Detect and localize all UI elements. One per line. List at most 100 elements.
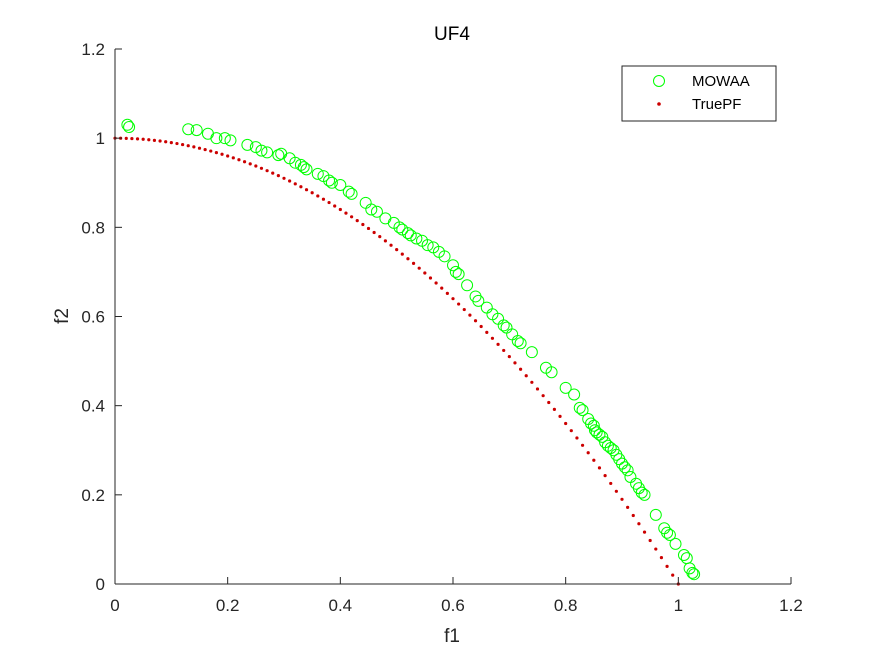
truepf-point [135, 137, 140, 141]
legend-label-truepf: TruePF [692, 96, 741, 113]
y-tick-label: 1.2 [81, 40, 105, 59]
truepf-point [147, 138, 151, 142]
truepf-point [242, 160, 247, 164]
mowaa-point [669, 537, 682, 550]
truepf-point [490, 336, 495, 340]
truepf-point [361, 222, 365, 227]
mowaa-point [121, 118, 134, 131]
truepf-point [265, 169, 269, 173]
truepf-point [609, 481, 613, 486]
truepf-point [203, 147, 207, 152]
truepf-point [389, 243, 393, 247]
truepf-point [535, 387, 540, 391]
mowaa-point [261, 146, 274, 159]
x-tick-label: 1 [674, 596, 683, 615]
truepf-point [186, 144, 190, 148]
x-tick-label: 0 [110, 596, 119, 615]
mowaa-point [663, 528, 676, 541]
truepf-point [457, 302, 461, 306]
legend-label-mowaa: MOWAA [692, 73, 750, 90]
truepf-point [603, 474, 607, 478]
truepf-point [293, 182, 297, 186]
truepf-point [569, 429, 573, 433]
truepf-point [519, 367, 523, 371]
truepf-point [130, 136, 134, 141]
truepf-point [152, 138, 157, 142]
mowaa-point [514, 337, 527, 350]
truepf-point [626, 505, 630, 509]
y-tick-label: 0.8 [81, 218, 105, 237]
truepf-point [473, 319, 478, 323]
y-tick-label: 1 [96, 129, 105, 148]
truepf-point [192, 145, 196, 149]
truepf-point [338, 207, 342, 212]
truepf-point [614, 489, 618, 493]
truepf-point [659, 556, 664, 560]
truepf-point [141, 137, 145, 141]
truepf-point [220, 152, 224, 156]
axes: 0 0.2 0.4 0.6 0.8 1 1.2 0 0.2 0.4 0.6 0.8 1 1.2 [81, 40, 802, 615]
truepf-point [462, 307, 466, 312]
mowaa-point [325, 176, 338, 189]
truepf-point [304, 188, 309, 192]
mowaa-point [661, 526, 674, 539]
mowaa-point [593, 428, 606, 441]
truepf-point [597, 466, 602, 470]
mowaa-point [365, 203, 378, 216]
legend-marker-truepf [657, 102, 661, 106]
truepf-point [164, 140, 168, 144]
x-tick-label: 0.4 [329, 596, 353, 615]
truepf-point [406, 257, 410, 261]
mowaa-point [568, 388, 581, 401]
mowaa-point [345, 187, 358, 200]
mowaa-point [404, 229, 417, 242]
mowaa-point [300, 163, 313, 176]
mowaa-point [511, 335, 524, 348]
truepf-point [552, 407, 557, 412]
mowaa-point [677, 549, 690, 562]
truepf-point [541, 394, 545, 398]
x-tick-label: 0.8 [554, 596, 578, 615]
truepf-point [530, 380, 534, 384]
truepf-point [276, 174, 280, 178]
truepf-point [169, 141, 173, 145]
mowaa-point [323, 174, 336, 187]
mowaa-point [370, 205, 383, 218]
truepf-point [181, 142, 185, 147]
truepf-point [642, 530, 647, 534]
mowaa-point [649, 508, 662, 521]
y-tick-label: 0 [96, 575, 105, 594]
y-axis-label: f2 [52, 308, 73, 324]
truepf-point [580, 443, 585, 447]
mowaa-point [618, 461, 631, 474]
truepf-point [502, 348, 506, 353]
truepf-point [417, 266, 421, 270]
mowaa-point [621, 464, 634, 477]
mowaa-point [585, 417, 598, 430]
truepf-point [665, 564, 669, 568]
truepf-point [428, 276, 433, 280]
truepf-point [434, 281, 438, 285]
truepf-point [299, 185, 303, 189]
mowaa-point [401, 227, 414, 240]
truepf-point [254, 164, 258, 168]
x-tick-label: 0.6 [441, 596, 465, 615]
truepf-point [631, 513, 635, 518]
mowaa-point [472, 294, 485, 307]
truepf-point [671, 573, 675, 577]
truepf-point [372, 230, 376, 235]
truepf-point [259, 166, 264, 170]
truepf-point [355, 219, 359, 223]
truepf-point [411, 261, 416, 266]
mowaa-point [297, 161, 310, 174]
truepf-point [333, 204, 337, 208]
truepf-point [327, 200, 331, 205]
mowaa-point [638, 488, 651, 501]
mowaa-point [334, 178, 347, 191]
truepf-point [271, 171, 275, 175]
truepf-point [288, 179, 292, 183]
legend-marker-mowaa [653, 75, 665, 87]
mowaa-point [449, 265, 462, 278]
truepf-point [558, 414, 562, 419]
